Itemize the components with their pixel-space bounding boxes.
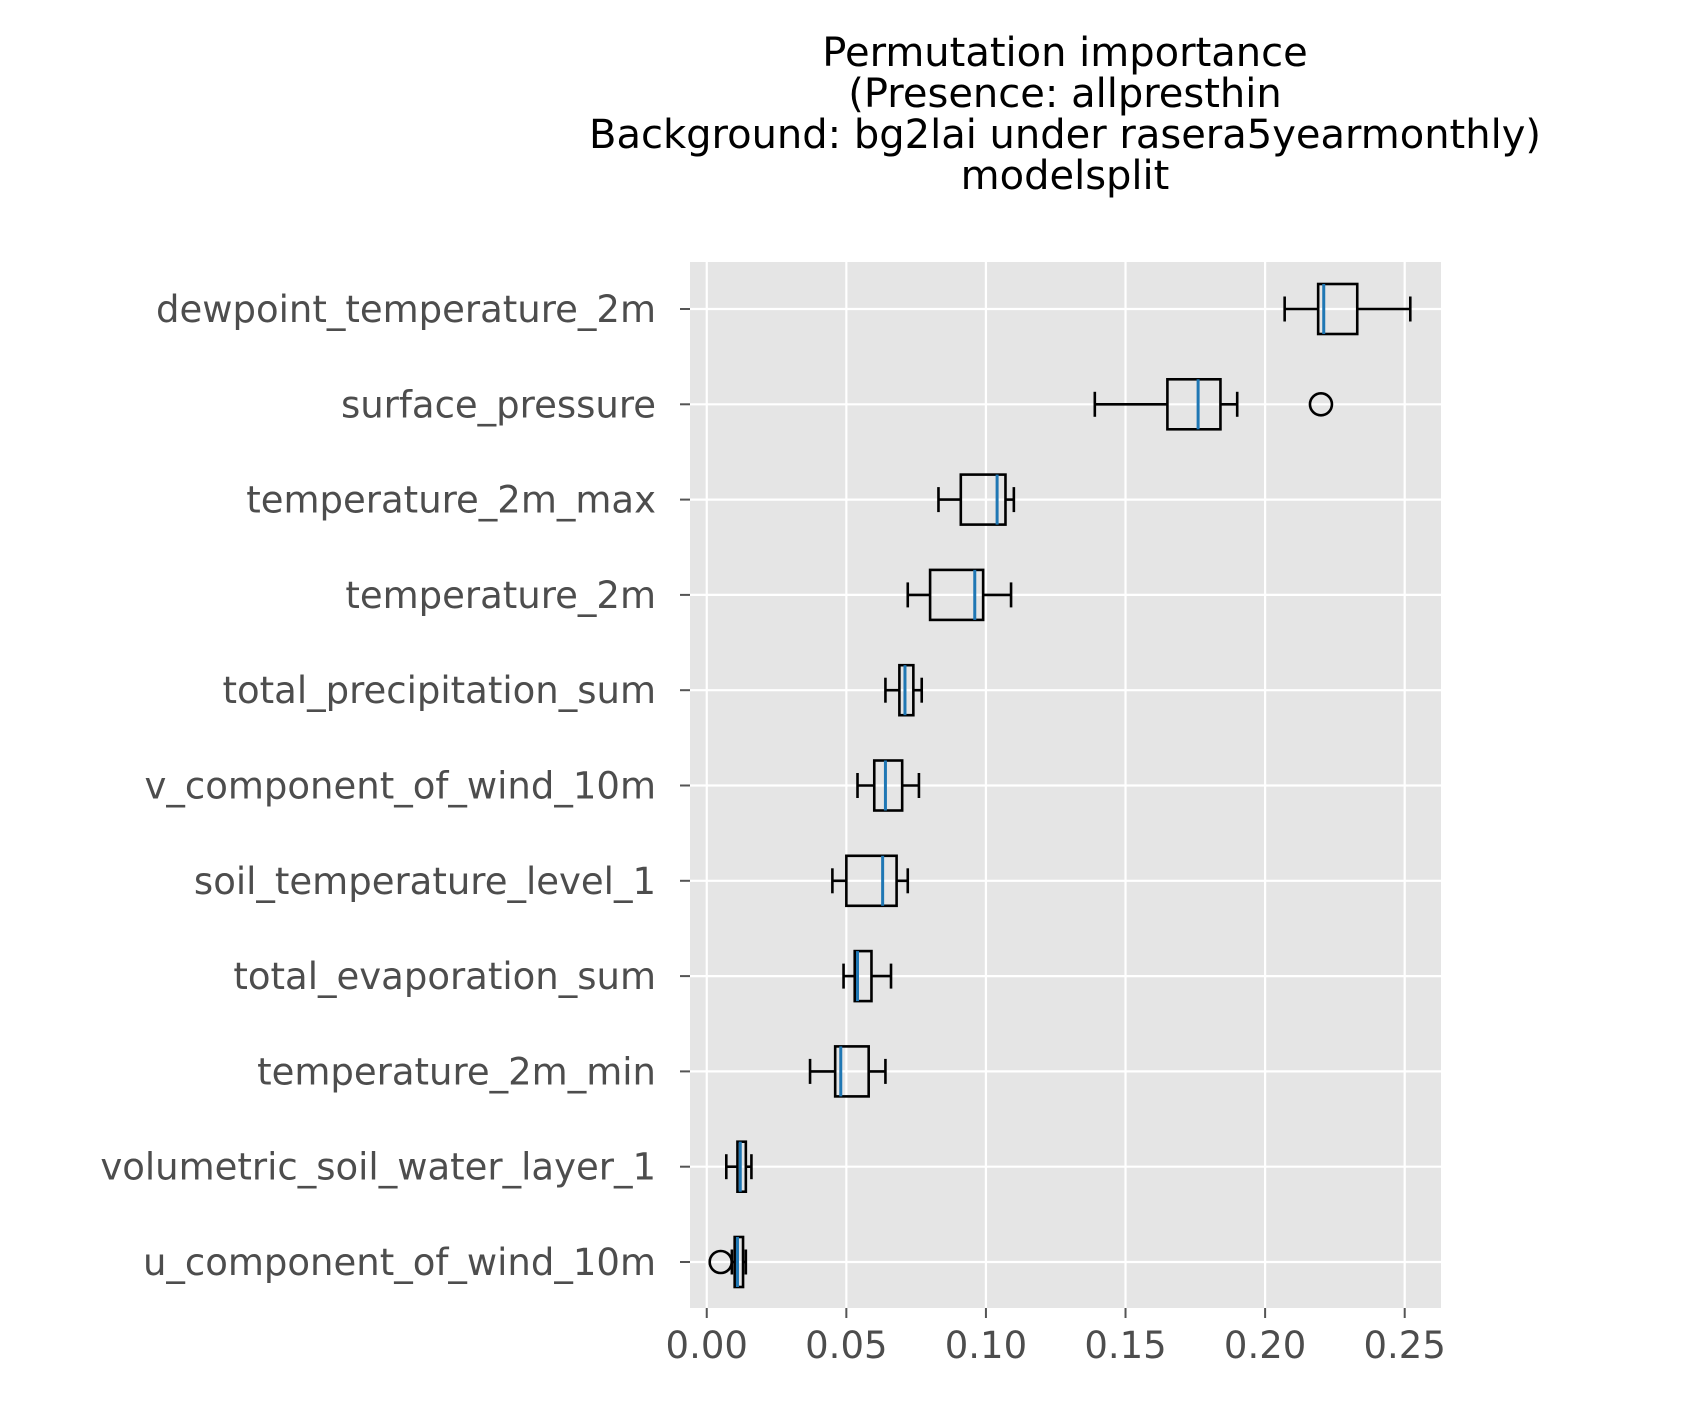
iqr-box [833, 1045, 870, 1098]
category-label: u_component_of_wind_10m [143, 1241, 656, 1284]
chart-title: Permutation importance(Presence: allpres… [589, 30, 1541, 199]
iqr-box [1166, 377, 1222, 431]
category-label: total_precipitation_sum [223, 669, 656, 712]
boxplot-temperature-2m [906, 568, 1013, 622]
boxplot-surface-pressure [1093, 377, 1334, 431]
category-label: soil_temperature_level_1 [194, 860, 656, 903]
iqr-box [928, 568, 985, 622]
category-label: temperature_2m_min [257, 1050, 656, 1093]
x-tick-label: 0.10 [945, 1324, 1027, 1367]
boxplot-total-precipitation-sum [884, 663, 924, 717]
boxplot-soil-temperature-level-1 [831, 854, 910, 908]
title-line: Permutation importance [822, 30, 1307, 76]
category-label: v_component_of_wind_10m [145, 765, 656, 808]
x-tick-label: 0.00 [666, 1324, 748, 1367]
x-tick-label: 0.20 [1224, 1324, 1306, 1367]
iqr-box [853, 949, 873, 1003]
boxplot-total-evaporation-sum [842, 949, 893, 1003]
y-axis: dewpoint_temperature_2m surface_pressuret… [100, 288, 690, 1284]
x-tick-label: 0.25 [1364, 1324, 1446, 1367]
x-axis: 0.00 0.05 0.10 0.15 0.20 0.25 [666, 1308, 1446, 1367]
iqr-box [845, 854, 898, 908]
iqr-box [1316, 282, 1359, 336]
outlier-point [1308, 391, 1334, 417]
category-label: temperature_2m [345, 574, 656, 617]
title-line: Background: bg2lai under rasera5yearmont… [589, 112, 1541, 158]
boxplot-v-component-of-wind-10m [856, 759, 921, 812]
boxplot-u-component-of-wind-10m [708, 1235, 748, 1289]
category-label: total_evaporation_sum [233, 955, 656, 998]
boxplot-volumetric-soil-water-layer-1 [724, 1140, 753, 1193]
title-line: (Presence: allpresthin [848, 71, 1281, 117]
x-tick-label: 0.05 [805, 1324, 887, 1367]
boxplots [708, 282, 1412, 1289]
boxplot-dewpoint-temperature-2m [1283, 282, 1412, 336]
iqr-box [872, 759, 904, 812]
category-label: temperature_2m_max [246, 479, 656, 522]
grid-lines [690, 262, 1441, 1308]
category-label: volumetric_soil_water_layer_1 [100, 1146, 656, 1189]
title-line: modelsplit [961, 153, 1170, 199]
outlier-point [708, 1249, 734, 1275]
category-label: surface_pressure [341, 383, 656, 426]
category-label: dewpoint_temperature_2m [156, 288, 656, 331]
iqr-box [959, 473, 1007, 526]
x-tick-label: 0.15 [1084, 1324, 1166, 1367]
boxplot-temperature-2m-min [808, 1045, 887, 1098]
boxplot-temperature-2m-max [937, 473, 1016, 526]
